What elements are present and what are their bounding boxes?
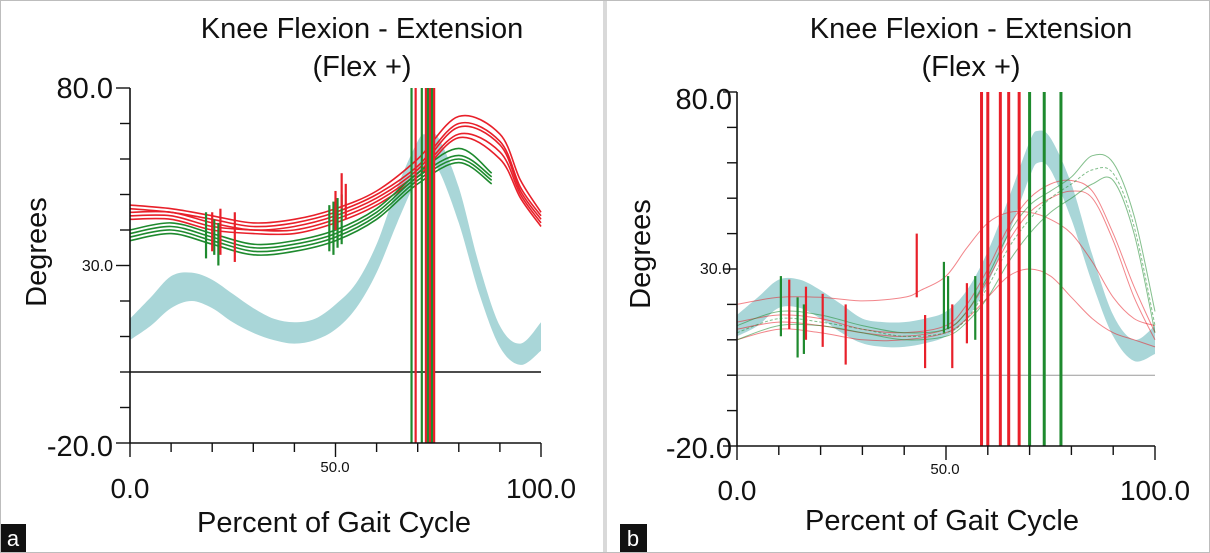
normal-range-band bbox=[737, 130, 1155, 362]
left-side-trial-curve bbox=[129, 161, 493, 256]
panel-badge-label: b bbox=[627, 526, 639, 551]
knee-flexion-chart-a: Knee Flexion - Extension (Flex +) 80.0 3… bbox=[1, 13, 576, 553]
x-tick-label-mid: 50.0 bbox=[930, 461, 959, 478]
left-side-trial-curve bbox=[129, 147, 493, 246]
y-tick-label-bottom: -20.0 bbox=[47, 431, 113, 463]
y-tick-label-top: 80.0 bbox=[57, 73, 113, 105]
right-side-trial-curve bbox=[129, 114, 542, 224]
panel-badge-label: a bbox=[7, 526, 20, 551]
x-tick-label-right: 100.0 bbox=[1120, 475, 1190, 506]
left-side-trial-curve bbox=[129, 154, 493, 249]
x-tick-label-left: 0.0 bbox=[718, 475, 757, 506]
chart-title-line2: (Flex +) bbox=[312, 51, 411, 83]
panel-badge-a bbox=[1, 524, 26, 553]
y-tick-label-bottom: -20.0 bbox=[666, 433, 732, 465]
panel-divider bbox=[603, 0, 607, 553]
normal-range-band bbox=[130, 132, 541, 365]
left-side-trial-curve bbox=[736, 176, 1156, 341]
left-side-trial-curve bbox=[129, 158, 493, 253]
knee-flexion-chart-b: Knee Flexion - Extension (Flex +) 80.0 3… bbox=[620, 13, 1190, 553]
right-side-trial-curve bbox=[129, 125, 542, 231]
y-axis-label: Degrees bbox=[21, 197, 53, 307]
x-tick-label-left: 0.0 bbox=[111, 473, 150, 504]
x-axis-label: Percent of Gait Cycle bbox=[197, 507, 471, 539]
right-side-trial-curve bbox=[736, 179, 1156, 334]
y-tick-label-top: 80.0 bbox=[676, 84, 732, 116]
chart-title-line1: Knee Flexion - Extension bbox=[810, 13, 1132, 45]
x-tick-label-right: 100.0 bbox=[506, 473, 576, 504]
right-side-trial-curve bbox=[129, 132, 542, 232]
right-side-trial-curve bbox=[129, 121, 542, 228]
y-tick-label-mid: 30.0 bbox=[82, 258, 113, 275]
panel-badge-b bbox=[620, 524, 647, 553]
chart-title-line1: Knee Flexion - Extension bbox=[201, 13, 523, 45]
x-tick-label-mid: 50.0 bbox=[320, 459, 349, 476]
y-tick-label-mid: 30.0 bbox=[700, 261, 731, 278]
left-side-trial-curve bbox=[736, 166, 1156, 337]
y-axis-label: Degrees bbox=[625, 199, 657, 309]
x-axis-label: Percent of Gait Cycle bbox=[805, 505, 1079, 537]
chart-title-line2: (Flex +) bbox=[921, 51, 1020, 83]
right-side-trial-curve bbox=[129, 136, 542, 236]
panel-b: Knee Flexion - Extension (Flex +) 80.0 3… bbox=[607, 0, 1210, 553]
panel-a: Knee Flexion - Extension (Flex +) 80.0 3… bbox=[0, 0, 603, 553]
right-side-trial-curve bbox=[736, 268, 1156, 348]
